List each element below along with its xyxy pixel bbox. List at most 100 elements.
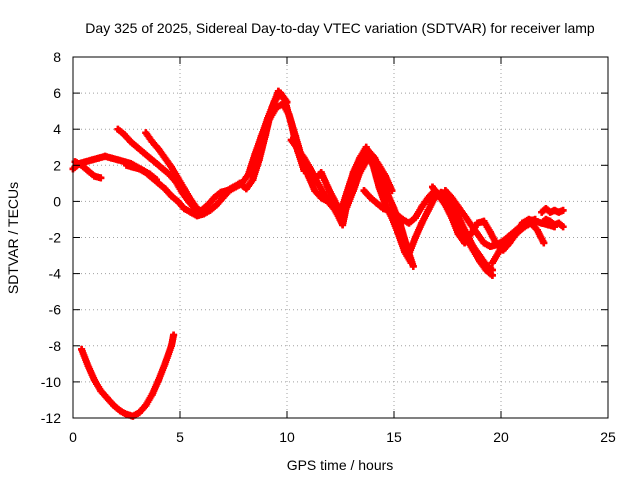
data-point — [551, 221, 558, 229]
data-point — [84, 167, 92, 175]
data-point — [129, 412, 137, 420]
data-point — [467, 230, 475, 238]
data-point — [127, 138, 135, 146]
data-point — [161, 185, 169, 193]
x-tick-label: 5 — [176, 429, 184, 445]
data-point — [521, 223, 528, 231]
data-point — [167, 192, 175, 200]
data-point — [88, 156, 96, 164]
data-point — [170, 331, 178, 339]
data-point — [349, 169, 357, 176]
data-point — [249, 176, 257, 184]
data-point — [448, 214, 456, 222]
data-point — [555, 219, 563, 227]
tick-marks — [72, 56, 609, 419]
data-point — [210, 194, 218, 202]
data-point — [159, 165, 167, 173]
data-series — [287, 136, 417, 270]
data-point — [542, 205, 550, 213]
data-point — [546, 217, 554, 225]
data-point — [324, 183, 332, 191]
data-point — [155, 179, 163, 187]
x-axis-label: GPS time / hours — [287, 457, 394, 473]
data-point — [311, 187, 319, 195]
data-point — [146, 154, 154, 162]
data-point — [217, 188, 225, 196]
data-point — [148, 391, 156, 398]
data-series — [538, 205, 567, 216]
data-point — [142, 129, 150, 137]
data-point — [262, 131, 270, 139]
data-point — [197, 206, 205, 214]
data-point — [559, 206, 567, 214]
data-point — [467, 221, 475, 229]
data-point — [480, 239, 488, 247]
y-tick-label: -8 — [49, 338, 62, 354]
data-point — [167, 342, 175, 350]
data-point — [409, 262, 417, 270]
y-tick-label: -2 — [49, 230, 62, 246]
data-point — [274, 87, 282, 95]
data-point — [219, 194, 227, 202]
data-point — [474, 230, 481, 238]
data-point — [418, 219, 426, 227]
y-tick-label: -4 — [49, 266, 62, 282]
data-point — [343, 188, 351, 196]
data-point — [135, 409, 143, 417]
data-point — [108, 154, 115, 162]
data-point — [399, 215, 407, 223]
data-point — [193, 205, 201, 213]
data-series — [311, 143, 415, 267]
x-tick-label: 0 — [69, 429, 77, 445]
data-point — [103, 394, 111, 402]
data-point — [486, 228, 494, 236]
data-point — [538, 219, 546, 227]
data-point — [292, 132, 300, 140]
data-point — [411, 214, 419, 222]
data-point — [204, 201, 212, 209]
data-point — [367, 194, 374, 202]
data-point — [474, 219, 481, 227]
data-point — [461, 239, 469, 247]
data-point — [148, 174, 156, 182]
x-tick-label: 20 — [493, 429, 509, 445]
x-tick-label: 25 — [600, 429, 616, 445]
data-point — [95, 154, 103, 162]
data-point — [508, 234, 516, 241]
data-point — [418, 203, 426, 211]
data-point — [212, 201, 220, 209]
data-point — [546, 208, 554, 216]
data-point — [339, 221, 347, 229]
y-tick-label: 8 — [53, 49, 61, 65]
y-tick-label: 6 — [53, 85, 61, 101]
y-axis-label: SDTVAR / TECUs — [5, 182, 21, 294]
data-point — [476, 252, 484, 259]
data-point — [448, 194, 456, 202]
data-point — [135, 165, 143, 173]
data-point — [285, 111, 293, 119]
data-point — [193, 212, 201, 220]
data-point — [161, 360, 169, 368]
data-series — [71, 158, 105, 182]
data-point — [279, 100, 287, 108]
data-point — [148, 138, 156, 146]
data-point — [407, 259, 415, 267]
data-point — [379, 205, 387, 213]
data-point — [531, 215, 539, 223]
data-point — [375, 183, 383, 191]
data-point — [165, 170, 173, 178]
data-point — [180, 185, 188, 193]
data-point — [242, 185, 250, 193]
data-point — [180, 205, 188, 213]
data-point — [311, 176, 319, 184]
data-point — [469, 243, 477, 250]
x-tick-label: 15 — [386, 429, 402, 445]
data-point — [319, 188, 327, 196]
data-series — [405, 188, 496, 274]
data-point — [123, 410, 130, 418]
data-point — [424, 194, 432, 202]
data-point — [110, 401, 118, 409]
y-tick-label: 4 — [53, 121, 61, 137]
data-point — [360, 187, 368, 195]
